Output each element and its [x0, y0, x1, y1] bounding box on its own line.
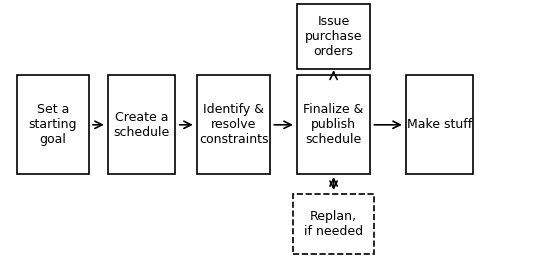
- FancyBboxPatch shape: [108, 75, 175, 174]
- Text: Issue
purchase
orders: Issue purchase orders: [305, 15, 363, 58]
- FancyBboxPatch shape: [294, 194, 374, 254]
- Text: Finalize &
publish
schedule: Finalize & publish schedule: [304, 103, 364, 146]
- Text: Make stuff: Make stuff: [406, 118, 472, 131]
- FancyBboxPatch shape: [17, 75, 89, 174]
- Text: Identify &
resolve
constraints: Identify & resolve constraints: [199, 103, 268, 146]
- FancyBboxPatch shape: [406, 75, 473, 174]
- Text: Create a
schedule: Create a schedule: [113, 111, 170, 139]
- FancyBboxPatch shape: [297, 75, 370, 174]
- FancyBboxPatch shape: [197, 75, 270, 174]
- FancyBboxPatch shape: [297, 4, 370, 69]
- Text: Set a
starting
goal: Set a starting goal: [28, 103, 77, 146]
- Text: Replan,
if needed: Replan, if needed: [304, 210, 363, 238]
